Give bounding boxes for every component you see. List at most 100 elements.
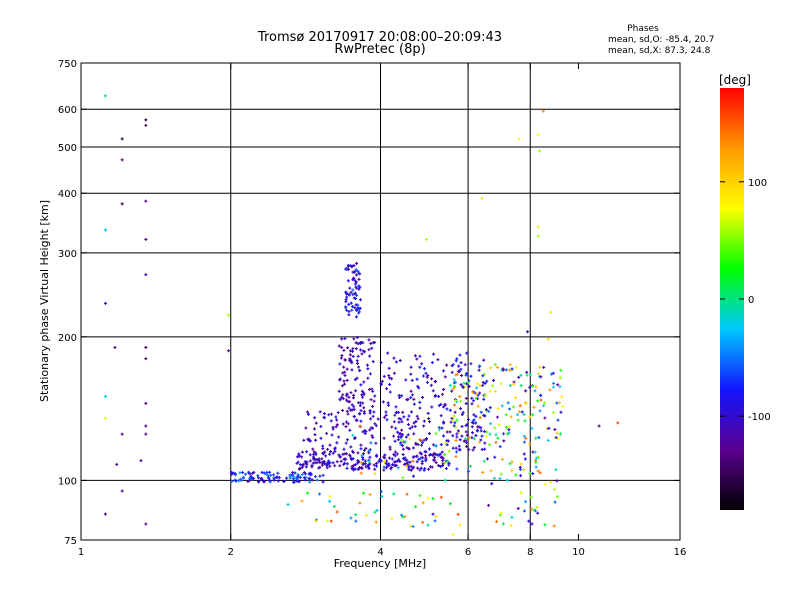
data-point [333, 446, 337, 450]
data-point [382, 465, 386, 469]
data-point [294, 476, 298, 480]
data-point [431, 497, 435, 501]
data-point [439, 402, 443, 406]
data-point [382, 459, 386, 463]
data-point [265, 472, 269, 476]
data-point [476, 382, 480, 386]
data-point [115, 462, 119, 466]
data-point [334, 415, 338, 419]
data-point [459, 367, 463, 371]
data-point [418, 400, 422, 404]
data-point [528, 385, 532, 389]
data-point [411, 459, 415, 463]
data-point [475, 392, 479, 396]
data-point [120, 432, 124, 436]
data-point [556, 437, 560, 441]
data-point [469, 374, 473, 378]
data-point [418, 354, 422, 358]
data-point [425, 237, 429, 241]
data-point [339, 459, 343, 463]
data-point [233, 473, 237, 477]
data-point [331, 461, 335, 465]
data-point [360, 454, 364, 458]
data-point [480, 434, 484, 438]
data-point [415, 460, 419, 464]
data-point [368, 428, 372, 432]
data-point [350, 368, 354, 372]
data-point [512, 382, 516, 386]
data-point [396, 466, 400, 470]
data-point [516, 413, 520, 417]
data-point [479, 410, 483, 414]
data-point [411, 446, 415, 450]
data-point [492, 378, 496, 382]
data-point [482, 413, 486, 417]
data-point [330, 412, 334, 416]
data-point [555, 431, 559, 435]
data-point [311, 447, 315, 451]
data-point [531, 472, 535, 476]
data-point [549, 310, 553, 314]
data-point [493, 389, 497, 393]
data-point [433, 443, 437, 447]
data-point [361, 401, 365, 405]
data-point [403, 440, 407, 444]
data-point [369, 398, 373, 402]
data-point [546, 337, 550, 341]
data-point [350, 308, 354, 312]
data-point [318, 492, 322, 496]
data-point [548, 480, 552, 484]
colorbar-label: [deg] [719, 73, 751, 87]
data-point [404, 464, 408, 468]
data-point [453, 421, 457, 425]
data-point [543, 482, 547, 486]
data-point [430, 405, 434, 409]
data-point [451, 434, 455, 438]
data-point [372, 463, 376, 467]
data-point [364, 465, 368, 469]
data-point [362, 410, 366, 414]
data-point [407, 467, 411, 471]
data-point [312, 427, 316, 431]
data-point [485, 457, 489, 461]
data-point [459, 361, 463, 365]
data-point [533, 450, 537, 454]
data-point [382, 374, 386, 378]
data-point [400, 438, 404, 442]
data-point [479, 426, 483, 430]
data-point [325, 519, 329, 523]
data-point [506, 401, 510, 405]
data-point [262, 471, 266, 475]
data-point [361, 430, 365, 434]
data-point [249, 476, 253, 480]
data-point [360, 352, 364, 356]
data-point [306, 412, 310, 416]
data-point [464, 430, 468, 434]
data-point [351, 288, 355, 292]
data-point [358, 404, 362, 408]
data-point [437, 426, 441, 430]
data-point [321, 473, 325, 477]
data-point [421, 501, 425, 505]
stats-o-mode: mean, sd,O: -85.4, 20.7 [608, 35, 714, 45]
data-point [410, 425, 414, 429]
data-point [359, 409, 363, 413]
data-point [520, 410, 524, 414]
data-point [500, 457, 504, 461]
data-point [509, 415, 513, 419]
data-point [427, 467, 431, 471]
data-point [519, 462, 523, 466]
data-point [300, 450, 304, 454]
data-point [362, 380, 366, 384]
data-point [530, 522, 534, 526]
data-point [522, 452, 526, 456]
data-point [412, 432, 416, 436]
data-point [331, 451, 335, 455]
data-point [425, 380, 429, 384]
data-point [333, 464, 337, 468]
data-point [399, 442, 403, 446]
data-point [456, 372, 460, 376]
y-tick-label: 600 [58, 105, 77, 116]
data-point [346, 267, 350, 271]
data-point [493, 455, 497, 459]
